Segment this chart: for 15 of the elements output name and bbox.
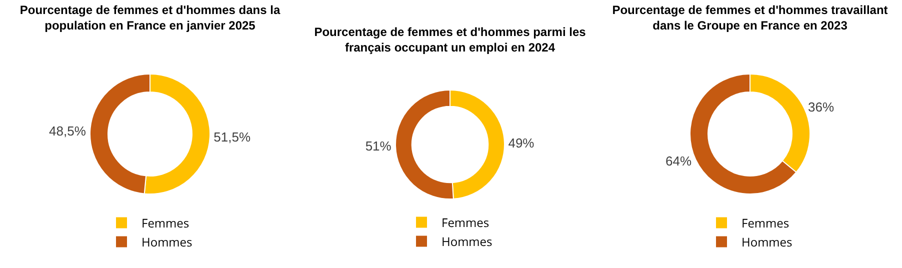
legend-label: Hommes [442, 232, 493, 250]
legend-label: Hommes [742, 233, 793, 250]
data-label: 51,5% [214, 129, 251, 144]
data-label: 36% [808, 100, 834, 115]
data-label: 48,5% [49, 124, 86, 139]
legend-label: Femmes [142, 214, 190, 232]
legend-label: Femmes [742, 214, 790, 232]
legend-label: Hommes [142, 233, 193, 250]
chart-title: Pourcentage de femmes et d'hommes parmi les français occupant un emploi en 2024 [314, 25, 586, 55]
data-label: 51% [365, 138, 392, 154]
data-label: 49% [508, 135, 535, 150]
chart-title: Pourcentage de femmes et d'hommes travaillant dans le Groupe en France en 2023 [612, 3, 888, 33]
data-label: 64% [666, 153, 692, 168]
chart-title: Pourcentage de femmes et d'hommes dans la population en France en janvier 2025 [20, 3, 280, 33]
legend-label: Femmes [442, 214, 490, 231]
